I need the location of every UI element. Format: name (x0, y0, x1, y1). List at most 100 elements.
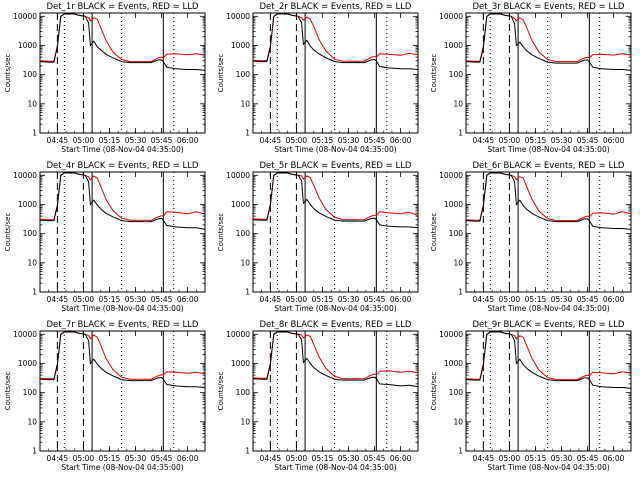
chart-panel-7: Det_7r BLACK = Events, RED = LLD 1 10 100 10… (4, 320, 206, 472)
y-tick-label: 10000 (439, 330, 463, 339)
y-tick-label: 1 (458, 447, 463, 456)
x-tick-label: 05:45 (364, 136, 386, 145)
x-tick-label: 05:15 (312, 295, 334, 304)
x-tick-label: 05:00 (73, 295, 95, 304)
events-series-line (253, 13, 418, 70)
y-tick-label: 10000 (13, 330, 37, 339)
x-tick-label: 05:45 (577, 454, 599, 463)
y-tick-label: 10000 (226, 330, 250, 339)
y-tick-label: 10 (240, 99, 250, 108)
y-tick-label: 10 (240, 258, 250, 267)
y-tick-label: 10 (453, 417, 463, 426)
y-tick-label: 1000 (231, 41, 250, 50)
x-tick-label: 04:45 (47, 454, 69, 463)
x-tick-label: 06:00 (177, 454, 199, 463)
y-tick-label: 1 (245, 288, 250, 297)
chart-title: Det_2r BLACK = Events, RED = LLD (260, 2, 412, 12)
plot-frame (252, 171, 419, 293)
plot-frame (465, 330, 632, 452)
y-tick-label: 1 (245, 129, 250, 138)
y-tick-label: 10 (453, 258, 463, 267)
x-axis-label: Start Time (08-Nov-04 04:35:00) (61, 304, 183, 313)
x-tick-label: 06:00 (603, 454, 625, 463)
chart-title: Det_5r BLACK = Events, RED = LLD (260, 161, 412, 171)
x-tick-label: 06:00 (603, 295, 625, 304)
x-tick-label: 06:00 (390, 136, 412, 145)
events-series-line (253, 172, 418, 229)
y-tick-label: 1 (458, 129, 463, 138)
y-tick-label: 100 (236, 388, 251, 397)
chart-title: Det_3r BLACK = Events, RED = LLD (473, 2, 625, 12)
x-tick-label: 05:15 (525, 295, 547, 304)
x-tick-label: 05:15 (525, 136, 547, 145)
x-tick-label: 05:30 (125, 295, 147, 304)
chart-panel-9: Det_9r BLACK = Events, RED = LLD 1 10 100 10… (430, 320, 632, 472)
x-tick-label: 05:15 (312, 136, 334, 145)
y-tick-label: 100 (23, 70, 38, 79)
y-tick-label: 1000 (444, 41, 463, 50)
y-tick-label: 10 (27, 258, 37, 267)
chart-panel-1: Det_1r BLACK = Events, RED = LLD 1 10 100 10… (4, 2, 206, 154)
chart-title: Det_9r BLACK = Events, RED = LLD (473, 320, 625, 330)
x-axis-label: Start Time (08-Nov-04 04:35:00) (274, 304, 396, 313)
x-tick-label: 05:45 (364, 295, 386, 304)
x-axis-label: Start Time (08-Nov-04 04:35:00) (487, 304, 609, 313)
x-axis-label: Start Time (08-Nov-04 04:35:00) (274, 145, 396, 154)
y-tick-label: 100 (449, 229, 464, 238)
x-axis-label: Start Time (08-Nov-04 04:35:00) (61, 145, 183, 154)
x-tick-label: 05:30 (338, 295, 360, 304)
x-tick-label: 05:30 (338, 454, 360, 463)
x-tick-label: 04:45 (473, 136, 495, 145)
x-tick-label: 05:00 (499, 136, 521, 145)
x-axis-label: Start Time (08-Nov-04 04:35:00) (487, 145, 609, 154)
plot-frame (252, 330, 419, 452)
chart-title: Det_7r BLACK = Events, RED = LLD (47, 320, 199, 330)
chart-title: Det_1r BLACK = Events, RED = LLD (47, 2, 199, 12)
chart-panel-3: Det_3r BLACK = Events, RED = LLD 1 10 100 10… (430, 2, 632, 154)
y-tick-label: 10 (240, 417, 250, 426)
y-tick-label: 10 (453, 99, 463, 108)
y-tick-label: 1000 (18, 41, 37, 50)
x-tick-label: 05:30 (551, 136, 573, 145)
x-tick-label: 05:45 (151, 136, 173, 145)
y-axis-label: Counts/sec (430, 372, 438, 411)
events-series-line (466, 13, 631, 71)
chart-panel-6: Det_6r BLACK = Events, RED = LLD 1 10 100 10… (430, 161, 632, 313)
x-tick-label: 05:00 (286, 136, 308, 145)
plot-frame (252, 12, 419, 134)
y-tick-label: 1 (32, 129, 37, 138)
y-tick-label: 100 (449, 70, 464, 79)
y-tick-label: 10000 (13, 12, 37, 21)
events-series-line (466, 172, 631, 230)
x-tick-label: 05:45 (364, 454, 386, 463)
x-tick-label: 06:00 (177, 136, 199, 145)
x-tick-label: 05:15 (312, 454, 334, 463)
chart-panel-4: Det_4r BLACK = Events, RED = LLD 1 10 100 10… (4, 161, 206, 313)
x-axis-label: Start Time (08-Nov-04 04:35:00) (61, 463, 183, 472)
y-tick-label: 100 (236, 70, 251, 79)
x-tick-label: 05:45 (577, 295, 599, 304)
chart-title: Det_6r BLACK = Events, RED = LLD (473, 161, 625, 171)
x-tick-label: 06:00 (177, 295, 199, 304)
chart-title: Det_4r BLACK = Events, RED = LLD (47, 161, 199, 171)
y-tick-label: 10 (27, 99, 37, 108)
events-series-line (40, 331, 205, 388)
x-tick-label: 05:15 (525, 454, 547, 463)
y-axis-label: Counts/sec (4, 213, 12, 252)
events-series-line (40, 172, 205, 230)
y-tick-label: 10000 (226, 12, 250, 21)
chart-title: Det_8r BLACK = Events, RED = LLD (260, 320, 412, 330)
x-tick-label: 04:45 (260, 454, 282, 463)
x-tick-label: 04:45 (473, 454, 495, 463)
x-tick-label: 05:15 (99, 136, 121, 145)
y-axis-label: Counts/sec (217, 54, 225, 93)
x-tick-label: 04:45 (260, 295, 282, 304)
x-tick-label: 05:00 (499, 454, 521, 463)
x-tick-label: 05:00 (73, 454, 95, 463)
x-tick-label: 05:45 (151, 295, 173, 304)
y-axis-label: Counts/sec (4, 372, 12, 411)
plot-frame (39, 330, 206, 452)
chart-panel-2: Det_2r BLACK = Events, RED = LLD 1 10 100 10… (217, 2, 419, 154)
y-tick-label: 100 (23, 388, 38, 397)
